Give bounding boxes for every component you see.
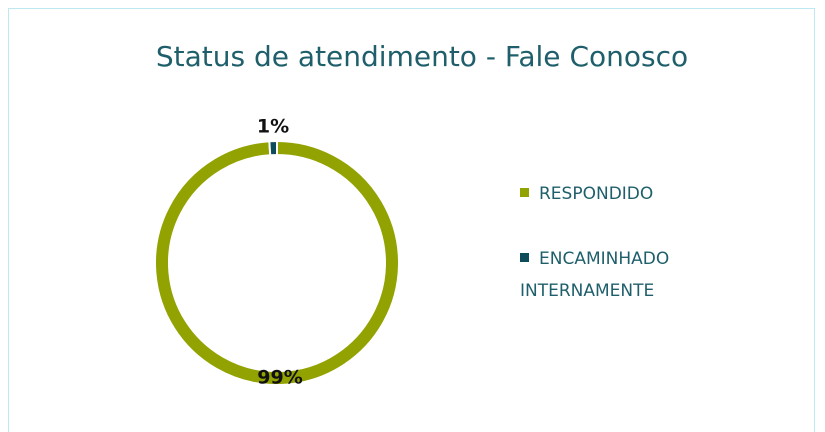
legend-item: ENCAMINHADO INTERNAMENTE — [520, 243, 710, 307]
chart-title: Status de atendimento - Fale Conosco — [156, 40, 688, 73]
data-label: 99% — [257, 367, 302, 389]
slice — [154, 139, 401, 386]
legend-swatch — [520, 253, 529, 262]
legend-label: RESPONDIDO — [539, 184, 654, 204]
frame — [8, 8, 815, 432]
legend-item: RESPONDIDO — [520, 178, 710, 210]
legend-swatch — [520, 188, 529, 197]
data-label: 1% — [257, 116, 289, 138]
slice — [268, 139, 278, 157]
legend-label: ENCAMINHADO INTERNAMENTE — [520, 249, 670, 301]
